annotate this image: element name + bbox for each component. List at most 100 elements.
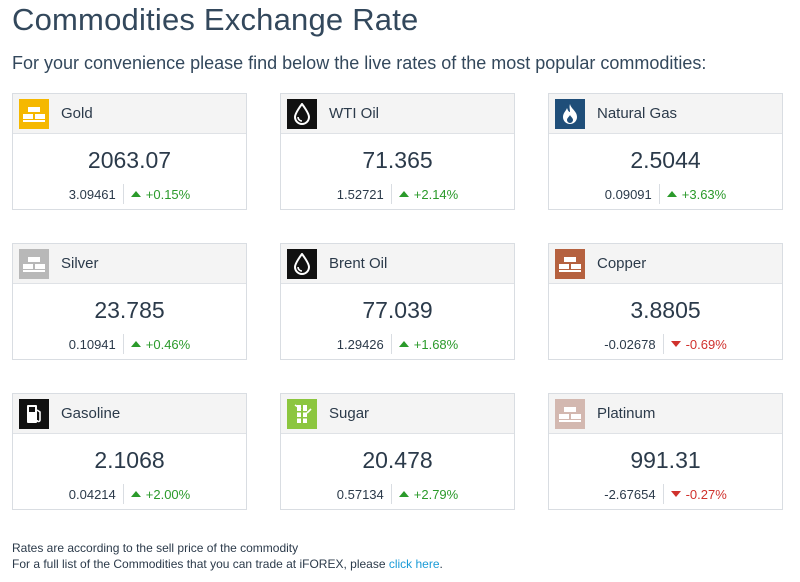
flame-icon: [555, 98, 585, 129]
fuel-pump-icon: [19, 398, 49, 429]
commodity-price: 20.478: [362, 447, 433, 473]
commodity-name: Natural Gas: [597, 105, 678, 122]
change-value: -0.02678: [604, 336, 656, 352]
footer-text: For a full list of the Commodities that …: [12, 557, 389, 571]
arrow-down-icon: [670, 491, 681, 497]
arrow-up-icon: [398, 341, 409, 347]
change-value: 1.52721: [336, 186, 384, 202]
change-percent-group: -0.27%: [664, 487, 727, 502]
commodity-name: Platinum: [597, 405, 656, 422]
page-title: Commodities Exchange Rate: [12, 2, 419, 37]
oil-drop-icon: [287, 248, 317, 279]
card-header: Brent Oil: [281, 244, 514, 284]
change-percent-group: +1.68%: [392, 337, 458, 352]
change-percent: +2.00%: [145, 486, 191, 502]
change-row: 1.29426 +1.68%: [281, 334, 514, 354]
change-percent-group: +0.15%: [124, 187, 190, 202]
divider: [122, 184, 124, 204]
commodity-price: 991.31: [630, 447, 701, 473]
arrow-up-icon: [398, 191, 409, 197]
change-percent: -0.27%: [685, 486, 727, 502]
change-percent-group: +2.00%: [124, 487, 190, 502]
commodity-card[interactable]: Sugar 20.478 0.57134 +2.79%: [280, 393, 515, 510]
change-row: -2.67654 -0.27%: [549, 484, 782, 504]
change-percent: +1.68%: [413, 336, 459, 352]
arrow-up-icon: [666, 191, 677, 197]
card-header: Silver: [13, 244, 246, 284]
commodity-price: 2.5044: [630, 147, 701, 173]
change-percent: +3.63%: [681, 186, 727, 202]
commodity-card[interactable]: Brent Oil 77.039 1.29426 +1.68%: [280, 243, 515, 360]
divider: [658, 184, 660, 204]
change-row: 0.09091 +3.63%: [549, 184, 782, 204]
change-percent: +2.14%: [413, 186, 459, 202]
change-row: 0.10941 +0.46%: [13, 334, 246, 354]
commodity-name: Gasoline: [61, 405, 121, 422]
card-header: Copper: [549, 244, 782, 284]
commodity-card[interactable]: Platinum 991.31 -2.67654 -0.27%: [548, 393, 783, 510]
commodity-card[interactable]: Gold 2063.07 3.09461 +0.15%: [12, 93, 247, 210]
commodity-name: Brent Oil: [329, 255, 388, 272]
divider: [662, 334, 664, 354]
divider: [122, 484, 124, 504]
change-percent-group: +2.79%: [392, 487, 458, 502]
card-header: Gold: [13, 94, 246, 134]
change-percent-group: +2.14%: [392, 187, 458, 202]
commodity-price: 2.1068: [94, 447, 165, 473]
change-row: 0.04214 +2.00%: [13, 484, 246, 504]
commodity-price: 77.039: [362, 297, 433, 323]
click-here-link[interactable]: click here: [388, 557, 440, 571]
footer-link-line: For a full list of the Commodities that …: [12, 557, 443, 571]
footer-note: Rates are according to the sell price of…: [12, 541, 299, 555]
commodity-name: Sugar: [329, 405, 370, 422]
page-subtitle: For your convenience please find below t…: [12, 53, 707, 73]
arrow-down-icon: [670, 341, 681, 347]
oil-drop-icon: [287, 98, 317, 129]
arrow-up-icon: [398, 491, 409, 497]
change-percent: -0.69%: [685, 336, 727, 352]
sugar-cane-icon: [287, 398, 317, 429]
commodity-price: 71.365: [362, 147, 433, 173]
card-header: WTI Oil: [281, 94, 514, 134]
copper-bars-icon: [555, 248, 585, 279]
gold-bars-icon: [19, 98, 49, 129]
change-percent-group: +0.46%: [124, 337, 190, 352]
commodity-name: Copper: [597, 255, 647, 272]
change-percent: +0.15%: [145, 186, 191, 202]
commodity-card[interactable]: Silver 23.785 0.10941 +0.46%: [12, 243, 247, 360]
footer-period: .: [439, 557, 443, 571]
change-row: 3.09461 +0.15%: [13, 184, 246, 204]
change-row: 1.52721 +2.14%: [281, 184, 514, 204]
arrow-up-icon: [130, 491, 141, 497]
commodity-price: 3.8805: [630, 297, 701, 323]
change-value: 1.29426: [336, 336, 384, 352]
commodity-price: 23.785: [94, 297, 165, 323]
arrow-up-icon: [130, 341, 141, 347]
commodity-price: 2063.07: [87, 147, 172, 173]
divider: [122, 334, 124, 354]
silver-bars-icon: [19, 248, 49, 279]
commodity-card[interactable]: Gasoline 2.1068 0.04214 +2.00%: [12, 393, 247, 510]
change-value: 0.57134: [336, 486, 384, 502]
change-percent-group: +3.63%: [660, 187, 726, 202]
change-percent: +0.46%: [145, 336, 191, 352]
change-value: 0.04214: [68, 486, 116, 502]
commodity-card[interactable]: Copper 3.8805 -0.02678 -0.69%: [548, 243, 783, 360]
change-row: 0.57134 +2.79%: [281, 484, 514, 504]
divider: [662, 484, 664, 504]
divider: [390, 334, 392, 354]
platinum-bars-icon: [555, 398, 585, 429]
commodity-name: Gold: [61, 105, 93, 122]
commodity-card[interactable]: WTI Oil 71.365 1.52721 +2.14%: [280, 93, 515, 210]
change-value: 3.09461: [68, 186, 116, 202]
commodity-name: WTI Oil: [329, 105, 379, 122]
commodity-card[interactable]: Natural Gas 2.5044 0.09091 +3.63%: [548, 93, 783, 210]
card-header: Gasoline: [13, 394, 246, 434]
change-value: 0.09091: [604, 186, 652, 202]
change-percent: +2.79%: [413, 486, 459, 502]
change-row: -0.02678 -0.69%: [549, 334, 782, 354]
arrow-up-icon: [130, 191, 141, 197]
card-header: Natural Gas: [549, 94, 782, 134]
commodity-name: Silver: [61, 255, 99, 272]
divider: [390, 184, 392, 204]
